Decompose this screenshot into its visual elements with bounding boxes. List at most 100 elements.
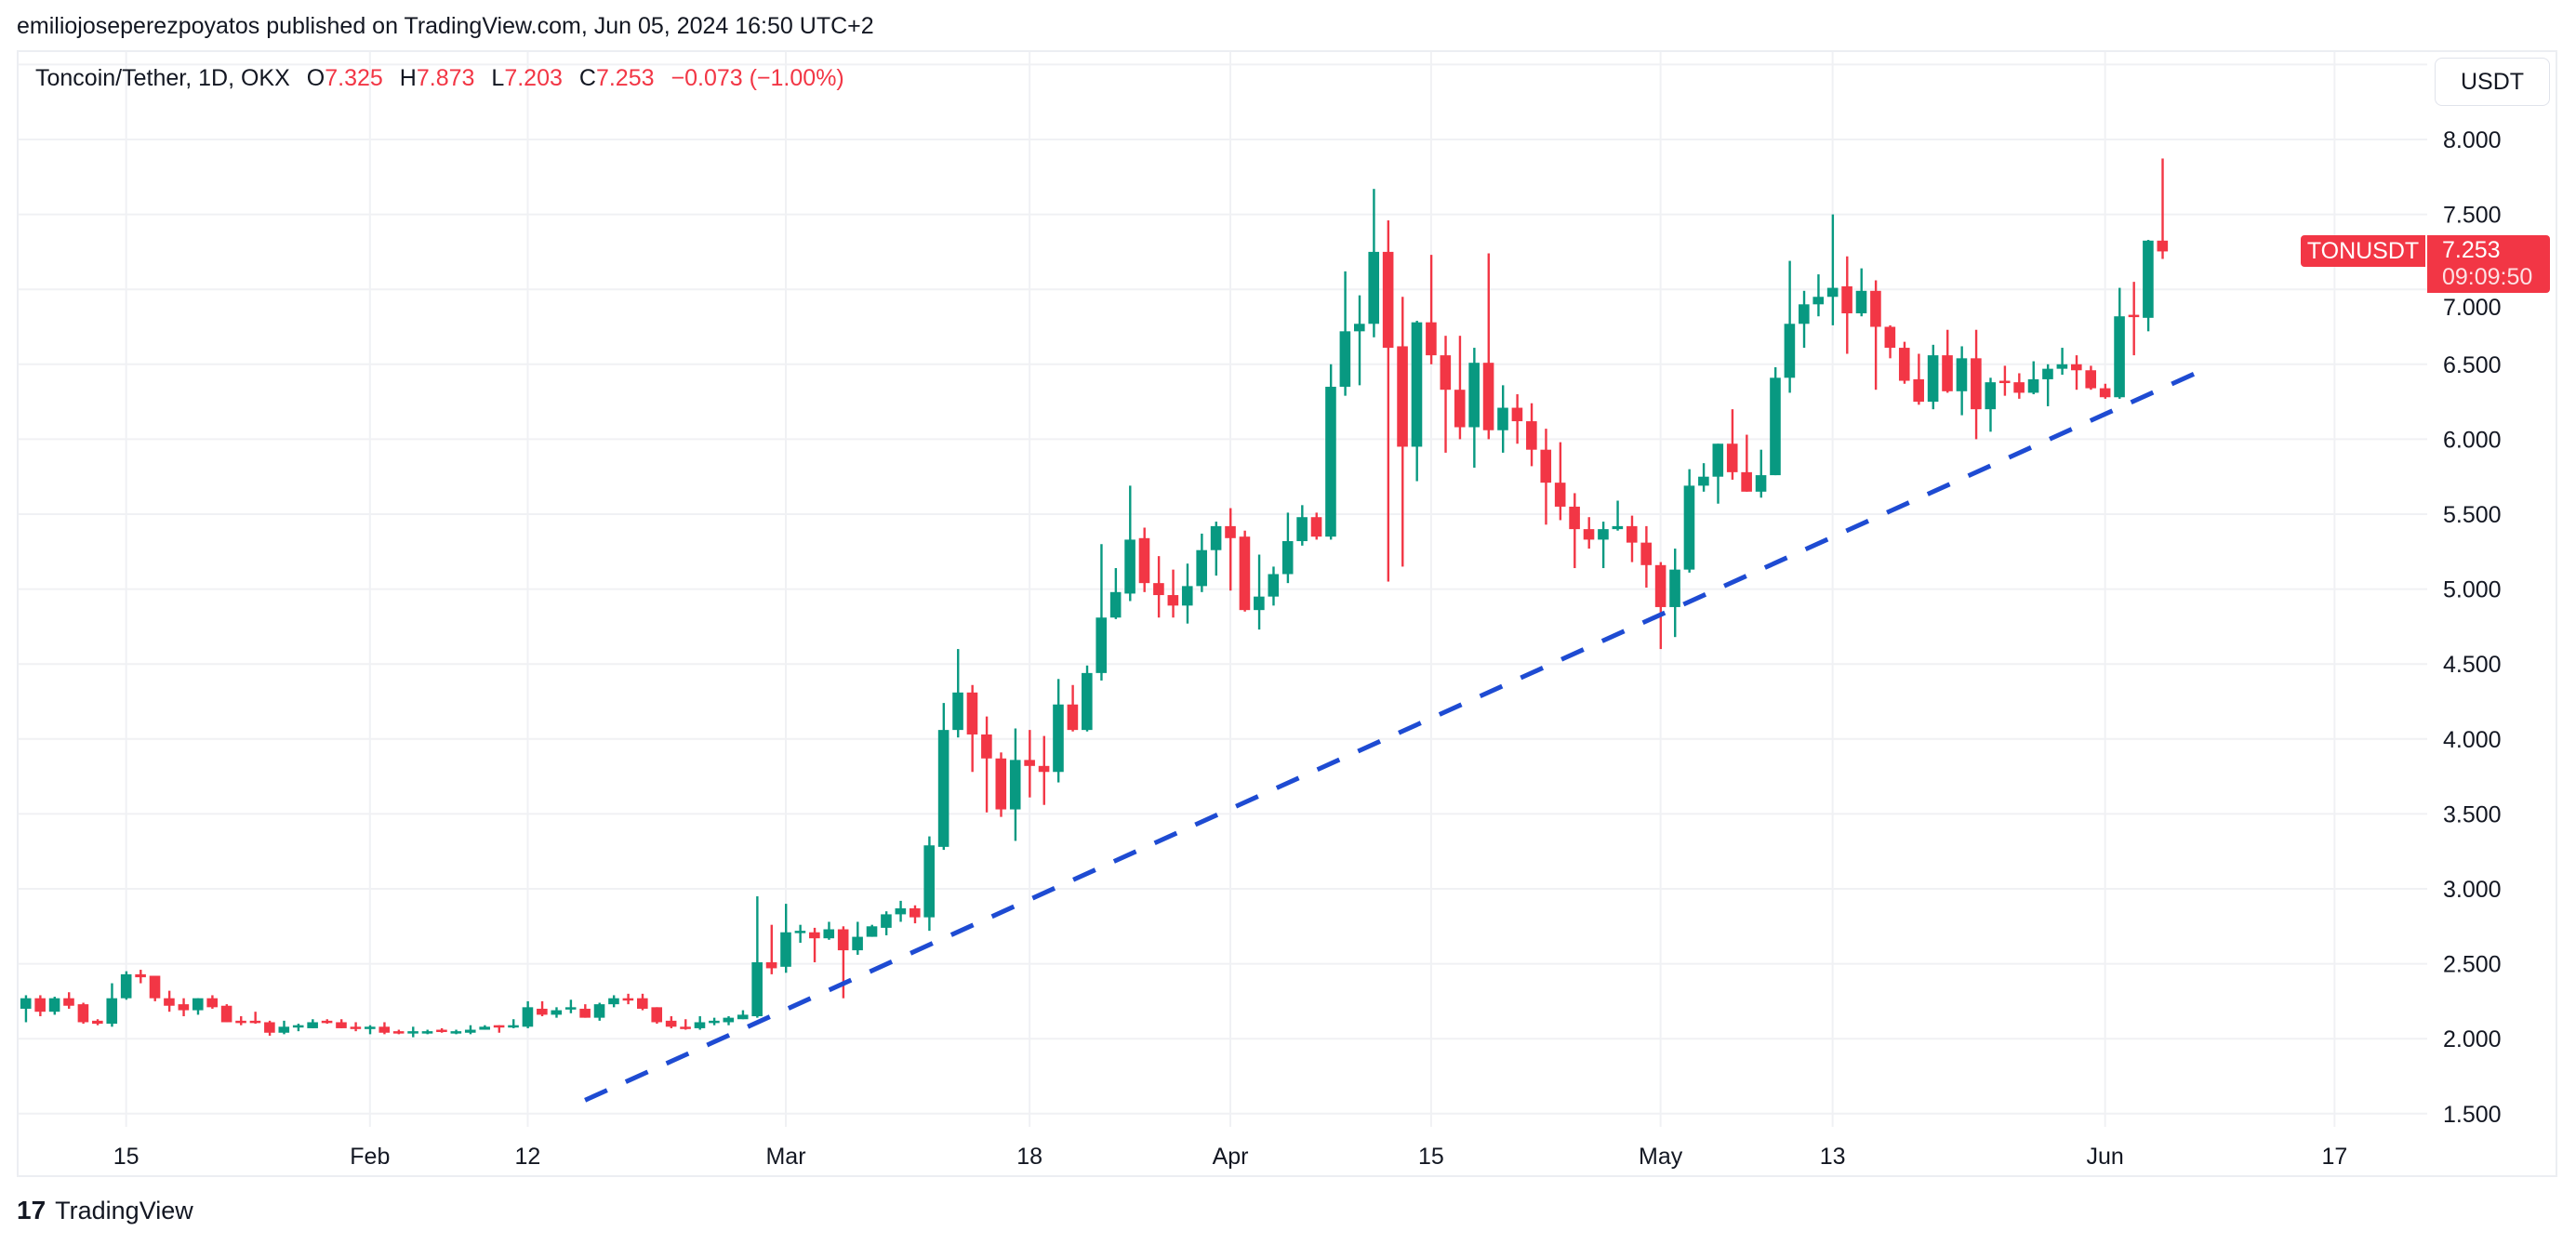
candle-up[interactable] xyxy=(464,1025,476,1035)
candle-up[interactable] xyxy=(1254,554,1265,630)
candle-down[interactable] xyxy=(336,1019,347,1028)
candle-down[interactable] xyxy=(537,1000,548,1017)
candle-up[interactable] xyxy=(1683,469,1695,573)
candle-down[interactable] xyxy=(1482,253,1494,440)
candle-up[interactable] xyxy=(709,1017,720,1026)
candle-down[interactable] xyxy=(2128,282,2140,356)
candle-down[interactable] xyxy=(264,1020,275,1036)
candle-up[interactable] xyxy=(1095,544,1108,681)
candle-up[interactable] xyxy=(780,904,791,973)
candle-up[interactable] xyxy=(852,921,863,955)
candle-down[interactable] xyxy=(1870,280,1881,390)
candle-down[interactable] xyxy=(1153,556,1164,618)
candle-up[interactable] xyxy=(737,1010,749,1020)
candle-up[interactable] xyxy=(1339,271,1351,396)
candle-down[interactable] xyxy=(2013,373,2025,399)
candle-up[interactable] xyxy=(1053,679,1064,783)
candle-down[interactable] xyxy=(1841,256,1852,354)
candle-down[interactable] xyxy=(436,1027,447,1033)
candle-up[interactable] xyxy=(1755,449,1767,498)
candle-up[interactable] xyxy=(1411,321,1423,482)
candle-up[interactable] xyxy=(1210,522,1222,576)
candle-down[interactable] xyxy=(1898,341,1910,384)
candle-down[interactable] xyxy=(235,1016,246,1026)
candle-down[interactable] xyxy=(2157,158,2169,259)
candle-down[interactable] xyxy=(1397,297,1408,567)
candle-up[interactable] xyxy=(307,1019,318,1028)
symbol-title[interactable]: Toncoin/Tether, 1D, OKX xyxy=(35,65,290,91)
candle-down[interactable] xyxy=(1454,336,1466,440)
candle-up[interactable] xyxy=(1181,563,1193,624)
candle-down[interactable] xyxy=(1511,394,1523,444)
candle-up[interactable] xyxy=(923,836,935,932)
candle-down[interactable] xyxy=(1310,512,1322,540)
candle-up[interactable] xyxy=(278,1020,290,1035)
candle-up[interactable] xyxy=(1354,295,1365,386)
candle-down[interactable] xyxy=(2071,355,2082,390)
candle-up[interactable] xyxy=(1468,348,1480,469)
candle-up[interactable] xyxy=(1927,344,1939,410)
candle-down[interactable] xyxy=(1382,220,1394,582)
candle-down[interactable] xyxy=(178,998,190,1017)
currency-button[interactable]: USDT xyxy=(2435,58,2550,106)
candle-up[interactable] xyxy=(1325,364,1336,540)
candle-up[interactable] xyxy=(1109,568,1122,619)
candle-up[interactable] xyxy=(751,896,763,1018)
candle-down[interactable] xyxy=(966,684,978,773)
candle-down[interactable] xyxy=(651,1007,663,1025)
candle-up[interactable] xyxy=(1612,500,1624,531)
candle-up[interactable] xyxy=(522,1000,534,1028)
candle-up[interactable] xyxy=(421,1029,433,1035)
candle-up[interactable] xyxy=(508,1019,519,1028)
candle-down[interactable] xyxy=(837,926,849,999)
candle-down[interactable] xyxy=(392,1029,405,1035)
candle-up[interactable] xyxy=(192,998,204,1015)
candle-up[interactable] xyxy=(1956,346,1968,416)
candle-up[interactable] xyxy=(1770,367,1781,476)
candle-up[interactable] xyxy=(1009,728,1021,841)
candle-up[interactable] xyxy=(1196,533,1207,592)
candle-up[interactable] xyxy=(365,1025,376,1035)
candle-down[interactable] xyxy=(350,1022,362,1032)
candle-down[interactable] xyxy=(164,990,175,1012)
candle-up[interactable] xyxy=(1855,268,1867,317)
candle-up[interactable] xyxy=(866,924,878,937)
candle-down[interactable] xyxy=(249,1012,261,1025)
candle-up[interactable] xyxy=(694,1016,706,1030)
candle-up[interactable] xyxy=(1497,385,1508,453)
candle-down[interactable] xyxy=(1626,515,1638,562)
candle-down[interactable] xyxy=(149,975,161,1001)
candle-up[interactable] xyxy=(2027,361,2039,395)
candle-down[interactable] xyxy=(1225,508,1236,591)
candle-down[interactable] xyxy=(77,1002,89,1025)
candle-down[interactable] xyxy=(579,1004,591,1018)
candle-down[interactable] xyxy=(1884,324,1896,359)
candle-up[interactable] xyxy=(1712,443,1724,504)
candle-down[interactable] xyxy=(2099,383,2111,399)
candle-up[interactable] xyxy=(1826,214,1839,325)
candle-up[interactable] xyxy=(794,924,806,944)
candle-down[interactable] xyxy=(1741,434,1752,492)
candle-down[interactable] xyxy=(2085,365,2097,390)
candle-up[interactable] xyxy=(1799,290,1810,349)
candle-down[interactable] xyxy=(34,995,46,1017)
candle-down[interactable] xyxy=(1942,329,1953,393)
candle-up[interactable] xyxy=(1124,485,1135,602)
candle-up[interactable] xyxy=(20,995,32,1023)
candle-up[interactable] xyxy=(937,703,949,851)
candle-up[interactable] xyxy=(952,649,963,738)
candle-up[interactable] xyxy=(1812,274,1825,317)
candle-down[interactable] xyxy=(1583,517,1595,549)
candle-down[interactable] xyxy=(1426,255,1437,364)
candle-down[interactable] xyxy=(220,1004,232,1023)
candle-down[interactable] xyxy=(1167,569,1179,618)
candle-up[interactable] xyxy=(292,1024,304,1032)
candle-up[interactable] xyxy=(1268,566,1280,606)
candle-up[interactable] xyxy=(1784,260,1796,393)
candle-up[interactable] xyxy=(2042,364,2053,406)
candle-up[interactable] xyxy=(450,1029,462,1035)
candle-up[interactable] xyxy=(2143,240,2154,332)
candle-up[interactable] xyxy=(1296,505,1308,546)
candle-up[interactable] xyxy=(1368,189,1380,337)
